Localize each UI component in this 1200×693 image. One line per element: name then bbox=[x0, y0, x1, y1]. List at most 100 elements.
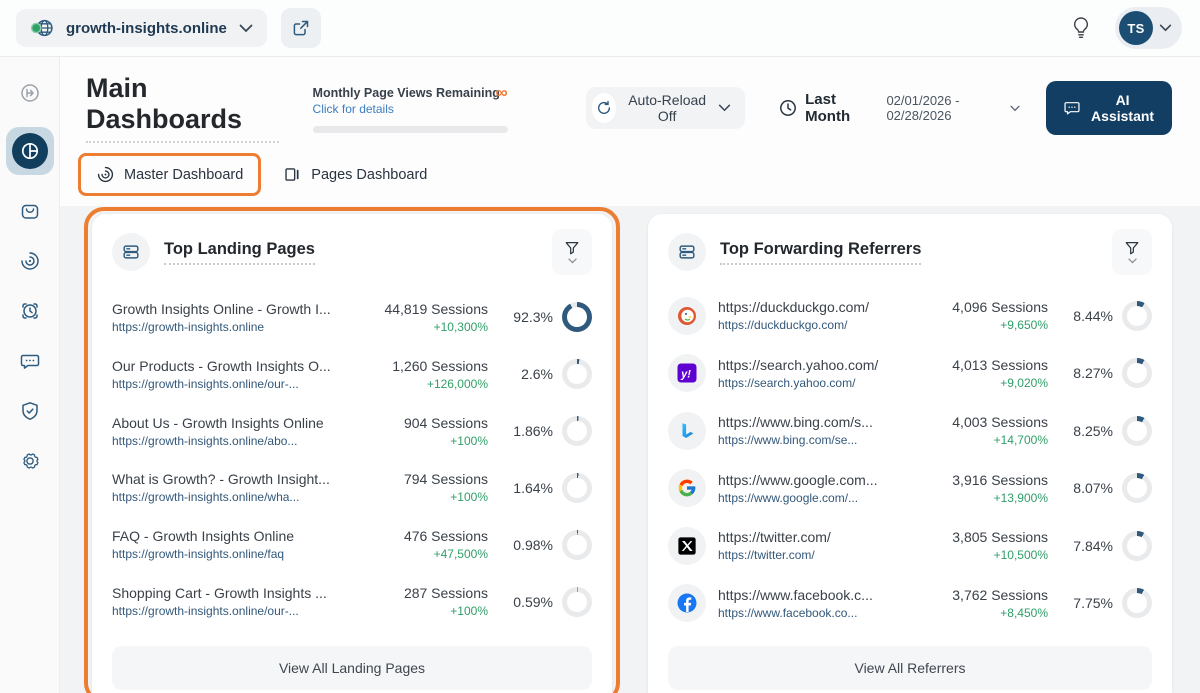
user-menu[interactable]: TS bbox=[1115, 7, 1182, 49]
website-name: growth-insights.online bbox=[66, 20, 227, 37]
landing-page-row[interactable]: Our Products - Growth Insights O... http… bbox=[112, 358, 592, 391]
referrer-url-link[interactable]: https://www.google.com/... bbox=[718, 491, 918, 505]
share-donut bbox=[562, 359, 592, 389]
topbar: growth-insights.online TS bbox=[0, 0, 1200, 57]
date-range-picker[interactable]: Last Month 02/01/2026 - 02/28/2026 bbox=[779, 91, 1020, 125]
share-percent: 7.84% bbox=[1073, 538, 1113, 554]
filter-button[interactable] bbox=[1112, 229, 1152, 275]
tab-master-dashboard[interactable]: Master Dashboard bbox=[96, 165, 243, 184]
sessions-delta: +126,000% bbox=[370, 377, 488, 391]
page-title: Shopping Cart - Growth Insights ... bbox=[112, 585, 358, 601]
dashboard-tabs: Master Dashboard Pages Dashboard bbox=[78, 153, 1172, 206]
landing-page-row[interactable]: About Us - Growth Insights Online https:… bbox=[112, 415, 592, 448]
card-title: Top Forwarding Referrers bbox=[720, 240, 921, 265]
referrer-url-link[interactable]: https://twitter.com/ bbox=[718, 548, 918, 562]
filter-button[interactable] bbox=[552, 229, 592, 275]
referrer-row[interactable]: https://twitter.com/ https://twitter.com… bbox=[668, 527, 1152, 565]
page-header: Main Dashboards Monthly Page Views Remai… bbox=[60, 57, 1200, 206]
page-url-link[interactable]: https://growth-insights.online bbox=[112, 320, 358, 334]
share-donut bbox=[562, 302, 592, 332]
sessions-value: 3,762 Sessions bbox=[930, 587, 1048, 603]
auto-reload-dropdown[interactable]: Auto-Reload Off bbox=[586, 87, 746, 129]
gear-icon bbox=[19, 450, 41, 472]
view-all-referrers-button[interactable]: View All Referrers bbox=[668, 646, 1152, 690]
sessions-delta: +100% bbox=[370, 604, 488, 618]
tips-button[interactable] bbox=[1061, 8, 1101, 48]
referrer-url-link[interactable]: https://search.yahoo.com/ bbox=[718, 376, 918, 390]
chevron-down-icon bbox=[718, 104, 731, 112]
landing-page-row[interactable]: Growth Insights Online - Growth I... htt… bbox=[112, 301, 592, 334]
card-title: Top Landing Pages bbox=[164, 240, 315, 265]
yahoo-favicon: y! bbox=[668, 354, 706, 392]
sessions-delta: +100% bbox=[370, 490, 488, 504]
landing-page-row[interactable]: FAQ - Growth Insights Online https://gro… bbox=[112, 528, 592, 561]
view-all-landing-pages-button[interactable]: View All Landing Pages bbox=[112, 646, 592, 690]
referrer-url-link[interactable]: https://duckduckgo.com/ bbox=[718, 318, 918, 332]
shield-check-icon bbox=[19, 400, 41, 422]
sessions-delta: +14,700% bbox=[930, 433, 1048, 447]
sessions-value: 4,096 Sessions bbox=[930, 299, 1048, 315]
referrer-row[interactable]: y! https://search.yahoo.com/ https://sea… bbox=[668, 354, 1152, 392]
period-range: 02/01/2026 - 02/28/2026 bbox=[886, 93, 1002, 123]
page-views-details-link[interactable]: Click for details bbox=[313, 102, 394, 116]
page-url-link[interactable]: https://growth-insights.online/our-... bbox=[112, 377, 358, 391]
referrer-title: https://www.bing.com/s... bbox=[718, 414, 918, 430]
share-percent: 8.44% bbox=[1073, 308, 1113, 324]
sessions-delta: +10,300% bbox=[370, 320, 488, 334]
sessions-delta: +10,500% bbox=[930, 548, 1048, 562]
share-percent: 0.59% bbox=[513, 594, 553, 610]
external-link-icon bbox=[292, 19, 310, 37]
collapse-panel-icon bbox=[19, 82, 41, 104]
referrer-title: https://www.facebook.c... bbox=[718, 587, 918, 603]
ai-assistant-button[interactable]: AI Assistant bbox=[1046, 81, 1172, 135]
referrer-url-link[interactable]: https://www.bing.com/se... bbox=[718, 433, 918, 447]
chevron-down-icon bbox=[1010, 105, 1020, 112]
shopping-bag-icon bbox=[19, 200, 41, 222]
share-donut bbox=[562, 530, 592, 560]
referrer-title: https://duckduckgo.com/ bbox=[718, 299, 918, 315]
page-url-link[interactable]: https://growth-insights.online/faq bbox=[112, 547, 358, 561]
page-title: Growth Insights Online - Growth I... bbox=[112, 301, 358, 317]
sidebar-item-web-analytics[interactable] bbox=[10, 241, 50, 281]
landing-page-row[interactable]: Shopping Cart - Growth Insights ... http… bbox=[112, 585, 592, 618]
landing-page-row[interactable]: What is Growth? - Growth Insight... http… bbox=[112, 471, 592, 504]
tab-label: Pages Dashboard bbox=[311, 167, 427, 183]
referrer-row[interactable]: https://duckduckgo.com/ https://duckduck… bbox=[668, 297, 1152, 335]
page-title: What is Growth? - Growth Insight... bbox=[112, 471, 358, 487]
sidebar-item-session-recordings[interactable] bbox=[10, 291, 50, 331]
funnel-icon bbox=[564, 240, 580, 256]
duckduckgo-favicon bbox=[668, 297, 706, 335]
sessions-value: 476 Sessions bbox=[370, 528, 488, 544]
page-url-link[interactable]: https://growth-insights.online/our-... bbox=[112, 604, 358, 618]
sidebar-item-privacy[interactable] bbox=[10, 391, 50, 431]
referrer-url-link[interactable]: https://www.facebook.co... bbox=[718, 606, 918, 620]
dashboard-pie-icon bbox=[12, 133, 48, 169]
chevron-down-icon bbox=[568, 258, 577, 264]
sidebar-item-ecommerce[interactable] bbox=[10, 191, 50, 231]
list-widget-icon bbox=[112, 233, 150, 271]
page-url-link[interactable]: https://growth-insights.online/abo... bbox=[112, 434, 358, 448]
open-website-button[interactable] bbox=[281, 8, 321, 48]
sidebar-item-settings[interactable] bbox=[10, 441, 50, 481]
swirl-icon bbox=[19, 250, 41, 272]
twitter-x-favicon bbox=[668, 527, 706, 565]
sessions-value: 4,013 Sessions bbox=[930, 357, 1048, 373]
ai-assistant-label: AI Assistant bbox=[1090, 92, 1155, 124]
share-percent: 1.86% bbox=[513, 423, 553, 439]
website-favicon bbox=[30, 17, 54, 39]
website-selector[interactable]: growth-insights.online bbox=[16, 9, 267, 47]
top-landing-pages-card: Top Landing Pages bbox=[92, 214, 612, 693]
share-donut bbox=[562, 473, 592, 503]
clock-icon bbox=[779, 99, 797, 117]
tab-pages-dashboard[interactable]: Pages Dashboard bbox=[283, 165, 427, 184]
share-percent: 8.27% bbox=[1073, 365, 1113, 381]
page-url-link[interactable]: https://growth-insights.online/wha... bbox=[112, 490, 358, 504]
referrer-row[interactable]: https://www.bing.com/s... https://www.bi… bbox=[668, 412, 1152, 450]
widgets-area: Top Landing Pages bbox=[60, 206, 1200, 693]
sidebar-item-dashboards[interactable] bbox=[6, 127, 54, 175]
referrer-row[interactable]: https://www.facebook.c... https://www.fa… bbox=[668, 584, 1152, 622]
sidebar-collapse-button[interactable] bbox=[10, 73, 50, 113]
referrer-title: https://search.yahoo.com/ bbox=[718, 357, 918, 373]
sidebar-item-feedback[interactable] bbox=[10, 341, 50, 381]
referrer-row[interactable]: https://www.google.com... https://www.go… bbox=[668, 469, 1152, 507]
